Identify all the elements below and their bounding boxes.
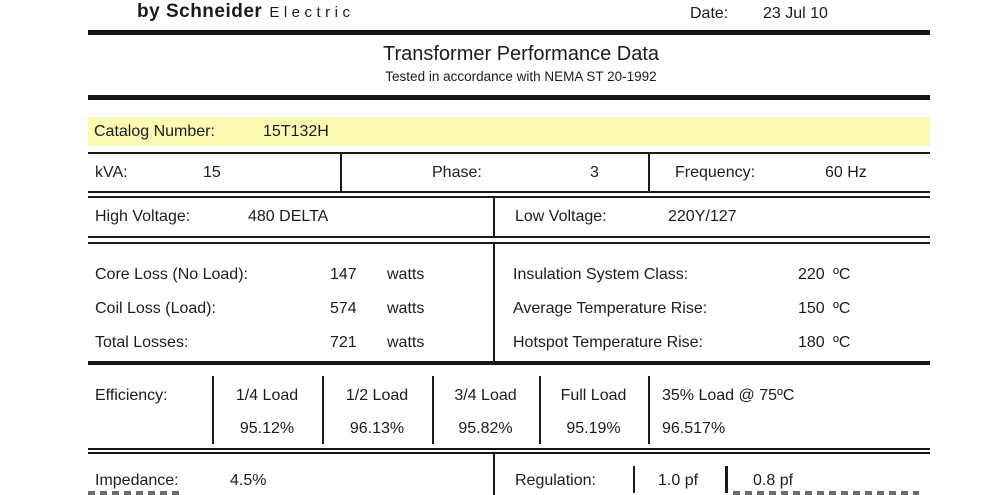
impedance-divider <box>493 454 495 495</box>
losses-thermal-section: Core Loss (No Load): 147 watts Coil Loss… <box>88 242 930 363</box>
insulation-class-unit: ºC <box>833 266 851 283</box>
page-subtitle: Tested in accordance with NEMA ST 20-199… <box>385 69 657 84</box>
coil-loss-label: Coil Loss (Load): <box>95 300 216 317</box>
core-loss-value: 147 <box>330 266 357 283</box>
date-value: 23 Jul 10 <box>763 5 828 22</box>
avg-temp-rise-label: Average Temperature Rise: <box>513 300 708 317</box>
voltage-row: High Voltage: 480 DELTA Low Voltage: 220… <box>88 196 930 238</box>
low-voltage-label: Low Voltage: <box>515 208 607 225</box>
efficiency-value-35pct-load: 96.517% <box>662 420 726 437</box>
efficiency-header-three-quarter-load: 3/4 Load <box>454 387 517 404</box>
regulation-pf1-value: 1.0 pf <box>658 472 699 489</box>
efficiency-value-three-quarter-load: 95.82% <box>458 420 513 437</box>
high-voltage-value: 480 DELTA <box>248 208 329 225</box>
efficiency-top-rule <box>88 363 930 365</box>
schneider-electric-logo: by Schneider Electric <box>137 1 355 23</box>
hotspot-rise-unit: ºC <box>833 334 851 351</box>
top-rule <box>88 30 930 35</box>
efficiency-section: Efficiency: 1/4 Load 1/2 Load 3/4 Load F… <box>88 363 930 448</box>
efficiency-header-full-load: Full Load <box>560 387 627 404</box>
efficiency-divider-4 <box>539 376 541 444</box>
avg-temp-rise-unit: ºC <box>833 300 851 317</box>
coil-loss-unit: watts <box>387 300 425 317</box>
phase-value: 3 <box>590 164 599 181</box>
catalog-number-label: Catalog Number: <box>94 123 215 140</box>
efficiency-divider-2 <box>322 376 324 444</box>
efficiency-label: Efficiency: <box>95 387 168 404</box>
total-losses-unit: watts <box>387 334 425 351</box>
efficiency-header-half-load: 1/2 Load <box>345 387 409 404</box>
regulation-label: Regulation: <box>515 472 596 489</box>
hotspot-rise-value: 180 <box>798 334 825 351</box>
ratings-divider-1 <box>340 154 342 191</box>
efficiency-divider-3 <box>432 376 434 444</box>
phase-label: Phase: <box>432 164 482 181</box>
efficiency-bottom-rule-1 <box>88 448 930 450</box>
efficiency-bottom-rule-2 <box>88 452 930 454</box>
efficiency-divider-1 <box>212 376 214 444</box>
regulation-pf2-value: 0.8 pf <box>753 472 794 489</box>
title-rule <box>88 95 930 100</box>
efficiency-header-quarter-load: 1/4 Load <box>235 387 299 404</box>
avg-temp-rise-value: 150 <box>798 300 825 317</box>
efficiency-value-full-load: 95.19% <box>566 420 621 437</box>
insulation-class-value: 220 <box>798 266 825 283</box>
frequency-label: Frequency: <box>675 164 756 181</box>
frequency-value: 60 Hz <box>825 164 867 181</box>
cutoff-text-fragment-right <box>733 491 919 495</box>
core-loss-unit: watts <box>387 266 425 283</box>
impedance-regulation-row: Impedance: 4.5% Regulation: 1.0 pf 0.8 p… <box>88 454 930 495</box>
page-title: Transformer Performance Data <box>382 43 659 65</box>
efficiency-header-35pct-load: 35% Load @ 75ºC <box>662 387 795 404</box>
kva-value: 15 <box>203 164 221 181</box>
catalog-number-band: Catalog Number: 15T132H <box>88 117 930 146</box>
total-losses-value: 721 <box>330 334 357 351</box>
brand-bold-text: by Schneider <box>137 1 263 22</box>
date-label: Date: <box>690 5 729 22</box>
voltage-divider <box>493 198 495 236</box>
efficiency-value-half-load: 96.13% <box>349 420 405 437</box>
regulation-bar-2 <box>725 466 728 493</box>
hotspot-rise-label: Hotspot Temperature Rise: <box>513 334 704 351</box>
impedance-value: 4.5% <box>230 472 267 489</box>
cutoff-text-fragment-left <box>88 491 180 495</box>
total-losses-label: Total Losses: <box>95 334 189 351</box>
low-voltage-value: 220Y/127 <box>668 208 737 225</box>
efficiency-divider-5 <box>648 376 650 444</box>
ratings-divider-2 <box>648 154 650 191</box>
kva-label: kVA: <box>95 164 128 181</box>
impedance-label: Impedance: <box>95 472 179 489</box>
brand-light-text: Electric <box>269 4 355 21</box>
coil-loss-value: 574 <box>330 300 357 317</box>
ratings-row: kVA: 15 Phase: 3 Frequency: 60 Hz <box>88 152 930 193</box>
losses-divider <box>493 244 495 361</box>
high-voltage-label: High Voltage: <box>95 208 191 225</box>
efficiency-value-quarter-load: 95.12% <box>239 420 295 437</box>
catalog-number-value: 15T132H <box>263 123 329 140</box>
regulation-bar-1 <box>633 466 635 493</box>
insulation-class-label: Insulation System Class: <box>513 266 689 283</box>
core-loss-label: Core Loss (No Load): <box>95 266 248 283</box>
